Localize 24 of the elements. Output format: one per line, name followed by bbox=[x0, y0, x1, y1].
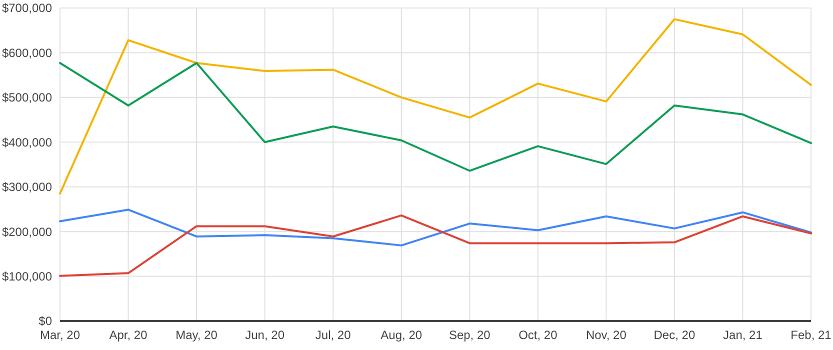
x-tick-label: Feb, 21 bbox=[790, 328, 832, 342]
x-tick-label: Sep, 20 bbox=[448, 328, 491, 342]
line-series bbox=[59, 18, 812, 195]
y-tick-label: $0 bbox=[38, 314, 52, 328]
x-tick-label: Mar, 20 bbox=[40, 328, 80, 342]
x-tick-label: Jul, 20 bbox=[315, 328, 352, 342]
x-tick-label: Oct, 20 bbox=[518, 328, 558, 342]
y-tick-label: $500,000 bbox=[2, 90, 52, 105]
y-tick-label: $400,000 bbox=[2, 135, 52, 150]
line-series bbox=[59, 214, 812, 277]
y-tick-label: $600,000 bbox=[2, 46, 52, 60]
x-tick-label: Aug, 20 bbox=[380, 328, 422, 342]
x-tick-label: Dec, 20 bbox=[654, 328, 696, 342]
x-tick-label: Jun, 20 bbox=[245, 328, 285, 342]
x-tick-label: Apr, 20 bbox=[109, 328, 148, 342]
y-tick-label: $700,000 bbox=[2, 1, 52, 16]
y-tick-label: $300,000 bbox=[2, 180, 52, 194]
x-tick-label: Jan, 21 bbox=[723, 328, 763, 342]
y-tick-label: $200,000 bbox=[2, 224, 52, 239]
line-series bbox=[59, 62, 812, 172]
x-tick-label: Nov, 20 bbox=[586, 328, 627, 342]
x-tick-label: May, 20 bbox=[176, 328, 218, 342]
line-series bbox=[59, 208, 812, 246]
y-tick-label: $100,000 bbox=[2, 269, 52, 284]
